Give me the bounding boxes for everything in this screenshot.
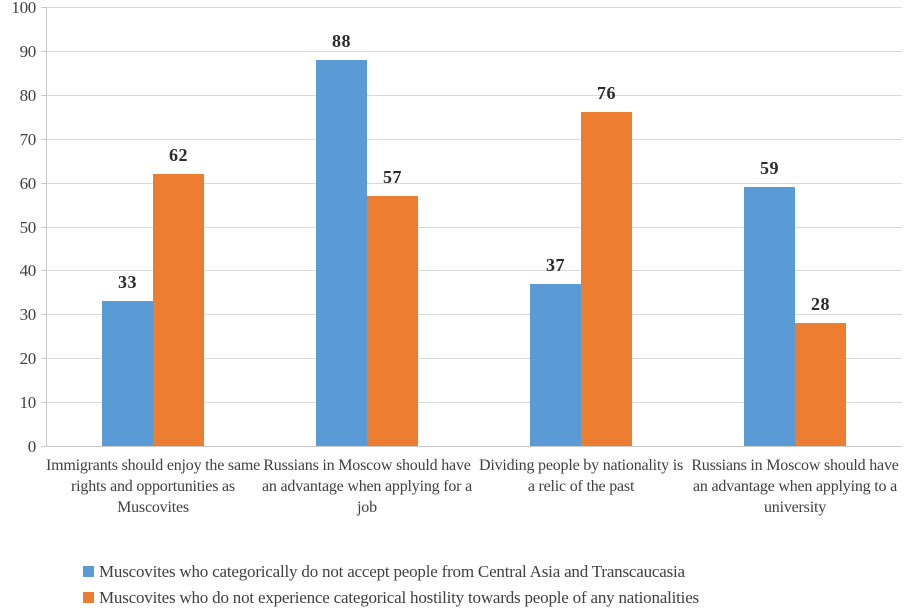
bar-series1-group2 [316,59,367,446]
bar-series2-group3 [581,112,632,446]
gridline [46,358,902,360]
bar-series1-group3 [530,283,581,446]
gridline [46,50,902,52]
value-label: 57 [383,166,402,187]
legend-label: Muscovites who do not experience categor… [99,587,699,607]
y-axis-tick-label: 70 [19,129,37,149]
y-axis-tick-mark [41,358,46,360]
value-label: 59 [760,157,779,178]
value-label: 62 [169,144,188,165]
y-axis-tick-mark [41,7,46,8]
gridline [46,138,902,140]
y-axis-line [46,7,47,446]
y-axis-tick-label: 0 [27,437,37,456]
y-axis-tick-label: 10 [19,393,37,413]
y-axis-tick-mark [41,314,46,316]
y-axis-tick-mark [41,402,46,404]
y-axis-tick-label: 80 [19,85,37,105]
value-label: 88 [332,30,351,51]
y-axis-tick-label: 90 [19,41,37,61]
x-axis-category-label: Russians in Moscow should have an advant… [262,457,472,516]
bar-series2-group4 [795,323,846,446]
gridline [46,94,902,96]
y-axis-tick-mark [41,226,46,228]
y-axis-tick-mark [41,446,46,447]
y-axis-tick-label: 30 [19,305,37,325]
y-axis-tick-label: 50 [19,217,37,237]
value-label: 37 [546,254,565,275]
x-axis-category-label: Russians in Moscow should have an advant… [691,457,899,516]
bar-series2-group1 [153,173,204,446]
y-axis-tick-label: 40 [19,261,37,281]
y-axis-tick-mark [41,50,46,52]
y-axis-tick-label: 60 [19,173,37,193]
x-axis-category-label: Immigrants should enjoy the same rights … [46,457,261,516]
gridline [46,7,902,8]
gridline [46,270,902,272]
y-axis-tick-label: 100 [11,0,36,17]
x-axis-category-label: Dividing people by nationality is a reli… [478,457,684,495]
x-axis-line [46,446,902,447]
legend-item-series2: Muscovites who do not experience categor… [83,584,699,610]
legend-item-series1: Muscovites who categorically do not acce… [83,558,699,584]
bar-series1-group1 [102,301,153,446]
gridline [46,402,902,404]
y-axis-tick-mark [41,94,46,96]
bar-series1-group4 [744,186,795,446]
y-axis-tick-mark [41,138,46,140]
value-label: 76 [597,83,616,104]
y-axis-tick-mark [41,270,46,272]
gridline [46,226,902,228]
y-axis-tick-label: 20 [19,349,37,369]
gridline [46,182,902,184]
legend: Muscovites who categorically do not acce… [83,558,699,610]
value-label: 33 [118,272,137,293]
legend-label: Muscovites who categorically do not acce… [99,561,685,581]
bar-series2-group2 [367,195,418,446]
legend-swatch-icon [83,565,94,577]
value-label: 28 [811,294,830,315]
gridline [46,314,902,316]
y-axis-tick-mark [41,182,46,184]
legend-swatch-icon [83,591,94,603]
